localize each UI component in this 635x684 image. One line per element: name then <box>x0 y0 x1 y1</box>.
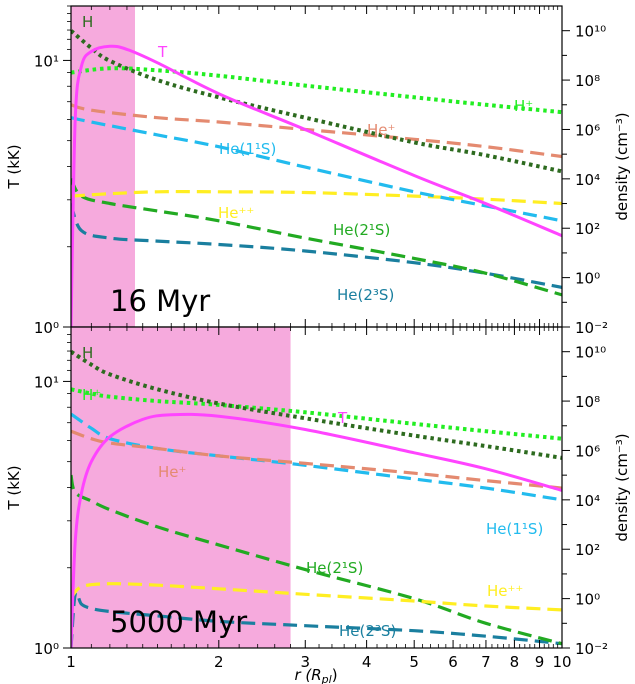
panel-label: 5000 Myr <box>110 605 247 639</box>
y-right-tick-label: 10⁻² <box>575 319 608 337</box>
series-line-t <box>71 44 562 327</box>
x-axis-label-end: ) <box>332 666 338 684</box>
shaded-region <box>71 6 135 327</box>
plot-frame <box>70 5 563 328</box>
series-line-h <box>71 29 562 174</box>
series-line-he23s <box>71 202 562 289</box>
y-right-tick-label: 10² <box>575 220 600 238</box>
x-tick-label: 10 <box>552 653 571 671</box>
panel-bottom: T H H⁺ He⁺ He(1¹S) He⁺⁺ He(2¹S) He(2³S) 10¹ 10⁰ 10… <box>5 326 631 684</box>
y-right-tick-label: 10⁻² <box>575 640 608 658</box>
series-label-h: H <box>82 13 93 31</box>
series-label-he11s: He(1¹S) <box>219 140 276 158</box>
x-axis-label-main: r (R <box>294 666 321 684</box>
series-line-heplusplus <box>71 189 562 206</box>
y-right-tick-label: 10⁴ <box>575 171 600 189</box>
series-line-he21s <box>71 474 562 646</box>
series-label-he23s: He(2³S) <box>339 622 396 640</box>
series-line-he11s <box>71 116 562 223</box>
series-line-he11s <box>71 412 562 502</box>
y-left-tick-label: 10¹ <box>34 373 59 391</box>
series-label-t: T <box>157 43 168 61</box>
x-tick-label: 7 <box>481 653 491 671</box>
y-right-tick-label: 10⁴ <box>575 492 600 510</box>
series-label-he21s: He(2¹S) <box>333 221 390 239</box>
y-right-tick-label: 10⁶ <box>575 121 600 139</box>
y-left-tick-label: 10⁰ <box>34 640 59 658</box>
y-right-tick-label: 10⁰ <box>575 270 600 288</box>
series-label-heplusplus: He⁺⁺ <box>218 204 254 222</box>
series-label-hplus: H⁺ <box>82 386 101 404</box>
y-right-tick-label: 10⁶ <box>575 442 600 460</box>
x-tick-label: 1 <box>66 653 76 671</box>
x-tick-label: 8 <box>510 653 520 671</box>
x-tick-label: 4 <box>362 653 372 671</box>
y-right-tick-label: 10⁰ <box>575 591 600 609</box>
series-label-he23s: He(2³S) <box>337 286 394 304</box>
series-line-t <box>71 412 562 648</box>
series-line-hplus <box>71 66 562 115</box>
y-right-tick-label: 10⁸ <box>575 393 600 411</box>
series-label-heplus: He⁺ <box>367 121 395 139</box>
series-label-he21s: He(2¹S) <box>306 559 363 577</box>
series-label-heplus: He⁺ <box>158 463 186 481</box>
y-right-axis-label: density (cm⁻³) <box>613 112 631 220</box>
series-label-t: T <box>337 409 348 427</box>
series-line-he21s <box>71 177 562 297</box>
y-left-tick-label: 10⁰ <box>34 319 59 337</box>
x-axis-label: r (Rpl) <box>294 666 337 684</box>
series-line-heplus <box>71 429 562 490</box>
y-right-tick-label: 10¹⁰ <box>575 344 606 362</box>
x-tick-label: 5 <box>409 653 419 671</box>
x-tick-label: 3 <box>300 653 310 671</box>
series-label-heplusplus: He⁺⁺ <box>487 582 523 600</box>
shaded-region <box>71 327 291 648</box>
x-tick-label: 6 <box>448 653 458 671</box>
y-right-tick-label: 10² <box>575 541 600 559</box>
y-right-axis-label: density (cm⁻³) <box>613 433 631 541</box>
series-line-h <box>71 349 562 460</box>
y-left-tick-label: 10¹ <box>34 52 59 70</box>
x-axis-label-sub: pl <box>321 673 332 684</box>
y-left-axis-label: T (kK) <box>5 465 23 510</box>
y-right-tick-label: 10¹⁰ <box>575 23 606 41</box>
y-left-axis-label: T (kK) <box>5 144 23 189</box>
series-label-he11s: He(1¹S) <box>486 520 543 538</box>
series-line-he23s <box>71 590 562 648</box>
x-tick-label: 9 <box>535 653 545 671</box>
series-label-h: H <box>82 344 93 362</box>
series-label-hplus: H⁺ <box>514 97 533 115</box>
y-right-tick-label: 10⁸ <box>575 72 600 90</box>
panel-label: 16 Myr <box>110 284 210 318</box>
series-line-heplus <box>71 103 562 159</box>
x-tick-label: 2 <box>214 653 224 671</box>
panel-top: T H H⁺ He⁺ He(1¹S) He⁺⁺ He(2¹S) He(2³S) 10¹ 10⁰ 10… <box>5 5 631 337</box>
series-line-heplusplus <box>71 582 562 612</box>
